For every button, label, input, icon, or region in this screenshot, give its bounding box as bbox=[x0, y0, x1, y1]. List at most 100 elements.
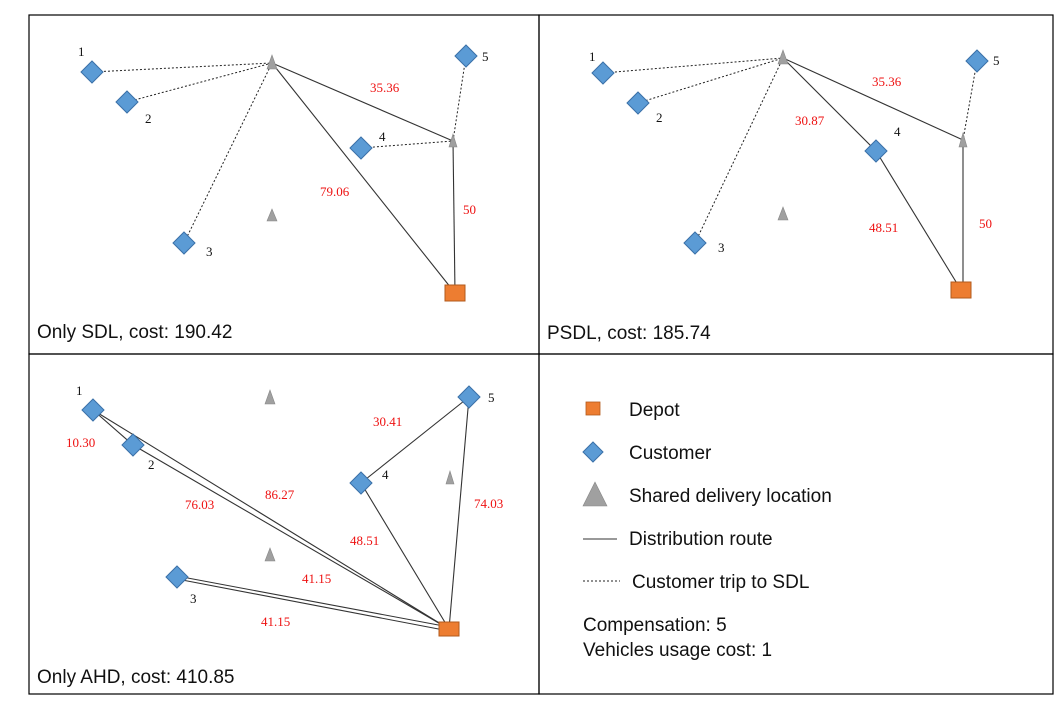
customer-diamond-icon bbox=[80, 60, 104, 84]
customer-trips bbox=[91, 55, 467, 244]
sdl-triangle-icon bbox=[264, 547, 276, 562]
sdl-triangle-icon bbox=[445, 469, 455, 485]
customers bbox=[81, 385, 481, 589]
route-cost-label: 41.15 bbox=[302, 571, 331, 586]
route-cost-label: 50 bbox=[463, 202, 476, 217]
customer-diamond-icon bbox=[81, 398, 105, 422]
route-line bbox=[452, 140, 456, 294]
customer-trip-line bbox=[183, 62, 273, 244]
route-cost-label: 35.36 bbox=[872, 74, 902, 89]
sdl-triangle-icon bbox=[777, 49, 789, 65]
panel-only-ahd: 1 2 3 4 5 10.30 76.03 86.27 30.41 48.51 … bbox=[37, 383, 503, 688]
legend-note-compensation: Compensation: 5 bbox=[583, 615, 727, 636]
panel-grid bbox=[28, 14, 1054, 695]
route-cost-label: 76.03 bbox=[185, 497, 214, 512]
customer-label: 3 bbox=[206, 244, 213, 259]
depot-square-icon bbox=[950, 281, 972, 299]
route-cost-label: 50 bbox=[979, 216, 992, 231]
depot-square-icon bbox=[444, 284, 466, 302]
customer-label: 5 bbox=[488, 390, 495, 405]
route-cost-label: 30.87 bbox=[795, 113, 825, 128]
panel-only-sdl: 1 2 3 4 5 35.36 79.06 50 Only SDL, cost:… bbox=[37, 44, 489, 343]
customer-label: 3 bbox=[718, 240, 725, 255]
sdl-markers bbox=[264, 389, 455, 562]
customer-diamond-icon bbox=[349, 471, 373, 495]
customer-diamond-icon bbox=[121, 433, 145, 457]
route-cost-label: 41.15 bbox=[261, 614, 290, 629]
customer-labels: 1 2 3 4 5 bbox=[78, 44, 489, 259]
distribution-routes bbox=[782, 57, 964, 291]
customers bbox=[80, 44, 478, 255]
legend-label-customer: Customer bbox=[629, 443, 712, 464]
route-line bbox=[176, 575, 450, 628]
legend-note-vehicle-cost: Vehicles usage cost: 1 bbox=[583, 640, 772, 661]
customer-diamond-icon bbox=[591, 61, 615, 85]
sdl-markers bbox=[266, 54, 458, 222]
distribution-routes bbox=[271, 62, 456, 294]
route-cost-labels: 35.36 79.06 50 bbox=[320, 80, 476, 217]
customer-label: 3 bbox=[190, 591, 197, 606]
customer-trip-line bbox=[91, 62, 273, 73]
customer-diamond-icon bbox=[349, 136, 373, 160]
customer-label: 2 bbox=[145, 111, 152, 126]
route-cost-labels: 35.36 30.87 48.51 50 bbox=[795, 74, 992, 235]
customer-label: 4 bbox=[382, 467, 389, 482]
route-line bbox=[782, 57, 877, 152]
customer-labels: 1 2 3 4 5 bbox=[589, 49, 1000, 255]
legend-label-depot: Depot bbox=[629, 400, 680, 421]
route-line bbox=[92, 409, 450, 630]
customer-diamond-icon bbox=[172, 231, 196, 255]
route-line bbox=[92, 409, 134, 446]
panel-caption: Only AHD, cost: 410.85 bbox=[37, 667, 235, 688]
legend: Depot Customer Shared delivery location … bbox=[582, 400, 832, 661]
customer-label: 5 bbox=[993, 53, 1000, 68]
depot-square-icon bbox=[585, 401, 601, 416]
panel-psdl: 1 2 3 4 5 35.36 30.87 48.51 50 PSDL, cos… bbox=[547, 49, 1000, 344]
sdl-triangle-icon bbox=[266, 54, 278, 70]
panel-frame-only-ahd bbox=[28, 353, 540, 695]
customer-trip-line bbox=[126, 62, 273, 103]
panel-caption: PSDL, cost: 185.74 bbox=[547, 323, 711, 344]
sdl-markers bbox=[777, 49, 968, 221]
sdl-triangle-icon bbox=[958, 131, 968, 148]
route-line bbox=[176, 578, 450, 632]
customer-diamond-icon bbox=[115, 90, 139, 114]
legend-label-sdl: Shared delivery location bbox=[629, 486, 832, 507]
route-cost-labels: 10.30 76.03 86.27 30.41 48.51 74.03 41.1… bbox=[66, 414, 503, 629]
customer-diamond-icon bbox=[457, 385, 481, 409]
distribution-routes bbox=[92, 396, 470, 632]
route-cost-label: 30.41 bbox=[373, 414, 402, 429]
route-cost-label: 35.36 bbox=[370, 80, 400, 95]
customer-trip-line bbox=[694, 57, 784, 244]
customer-trip-line bbox=[602, 57, 784, 74]
legend-label-route: Distribution route bbox=[629, 529, 773, 550]
route-line bbox=[875, 150, 962, 291]
customer-diamond-icon bbox=[683, 231, 707, 255]
route-line bbox=[271, 62, 454, 142]
route-line bbox=[360, 396, 470, 484]
route-line bbox=[360, 482, 450, 630]
customers bbox=[591, 49, 989, 255]
customer-diamond-icon bbox=[864, 139, 888, 163]
customer-diamond-icon bbox=[165, 565, 189, 589]
sdl-triangle-icon bbox=[582, 481, 608, 507]
customer-diamond-icon bbox=[582, 441, 604, 463]
customer-label: 2 bbox=[656, 110, 663, 125]
customer-label: 1 bbox=[78, 44, 85, 59]
customer-trip-line bbox=[637, 57, 784, 104]
sdl-triangle-icon bbox=[448, 132, 458, 148]
route-cost-label: 74.03 bbox=[474, 496, 503, 511]
panel-caption: Only SDL, cost: 190.42 bbox=[37, 322, 232, 343]
customer-diamond-icon bbox=[626, 91, 650, 115]
customer-trip-line bbox=[452, 55, 467, 142]
route-cost-label: 10.30 bbox=[66, 435, 95, 450]
panel-frame-legend bbox=[538, 353, 1054, 695]
route-cost-label: 86.27 bbox=[265, 487, 295, 502]
depot-square-icon bbox=[438, 621, 460, 637]
route-cost-label: 48.51 bbox=[350, 533, 379, 548]
legend-label-customer-trip: Customer trip to SDL bbox=[632, 572, 809, 593]
customer-label: 1 bbox=[76, 383, 83, 398]
sdl-triangle-icon bbox=[777, 206, 789, 221]
route-line bbox=[448, 396, 470, 630]
